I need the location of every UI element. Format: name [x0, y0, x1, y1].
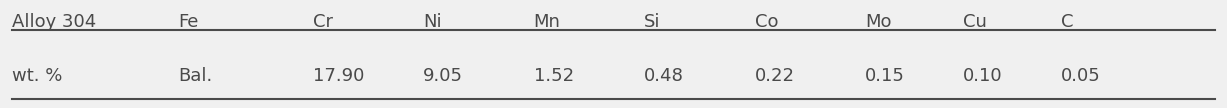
Text: Bal.: Bal.: [178, 67, 212, 85]
Text: Alloy 304: Alloy 304: [12, 13, 97, 31]
Text: Fe: Fe: [178, 13, 199, 31]
Text: 0.15: 0.15: [865, 67, 904, 85]
Text: Mn: Mn: [534, 13, 561, 31]
Text: Ni: Ni: [423, 13, 442, 31]
Text: 0.05: 0.05: [1061, 67, 1101, 85]
Text: Cr: Cr: [313, 13, 333, 31]
Text: Cu: Cu: [963, 13, 987, 31]
Text: 0.10: 0.10: [963, 67, 1002, 85]
Text: 0.22: 0.22: [755, 67, 795, 85]
Text: Si: Si: [644, 13, 660, 31]
Text: Mo: Mo: [865, 13, 892, 31]
Text: wt. %: wt. %: [12, 67, 63, 85]
Text: 17.90: 17.90: [313, 67, 364, 85]
Text: 1.52: 1.52: [534, 67, 574, 85]
Text: 0.48: 0.48: [644, 67, 683, 85]
Text: Co: Co: [755, 13, 778, 31]
Text: 9.05: 9.05: [423, 67, 464, 85]
Text: C: C: [1061, 13, 1074, 31]
